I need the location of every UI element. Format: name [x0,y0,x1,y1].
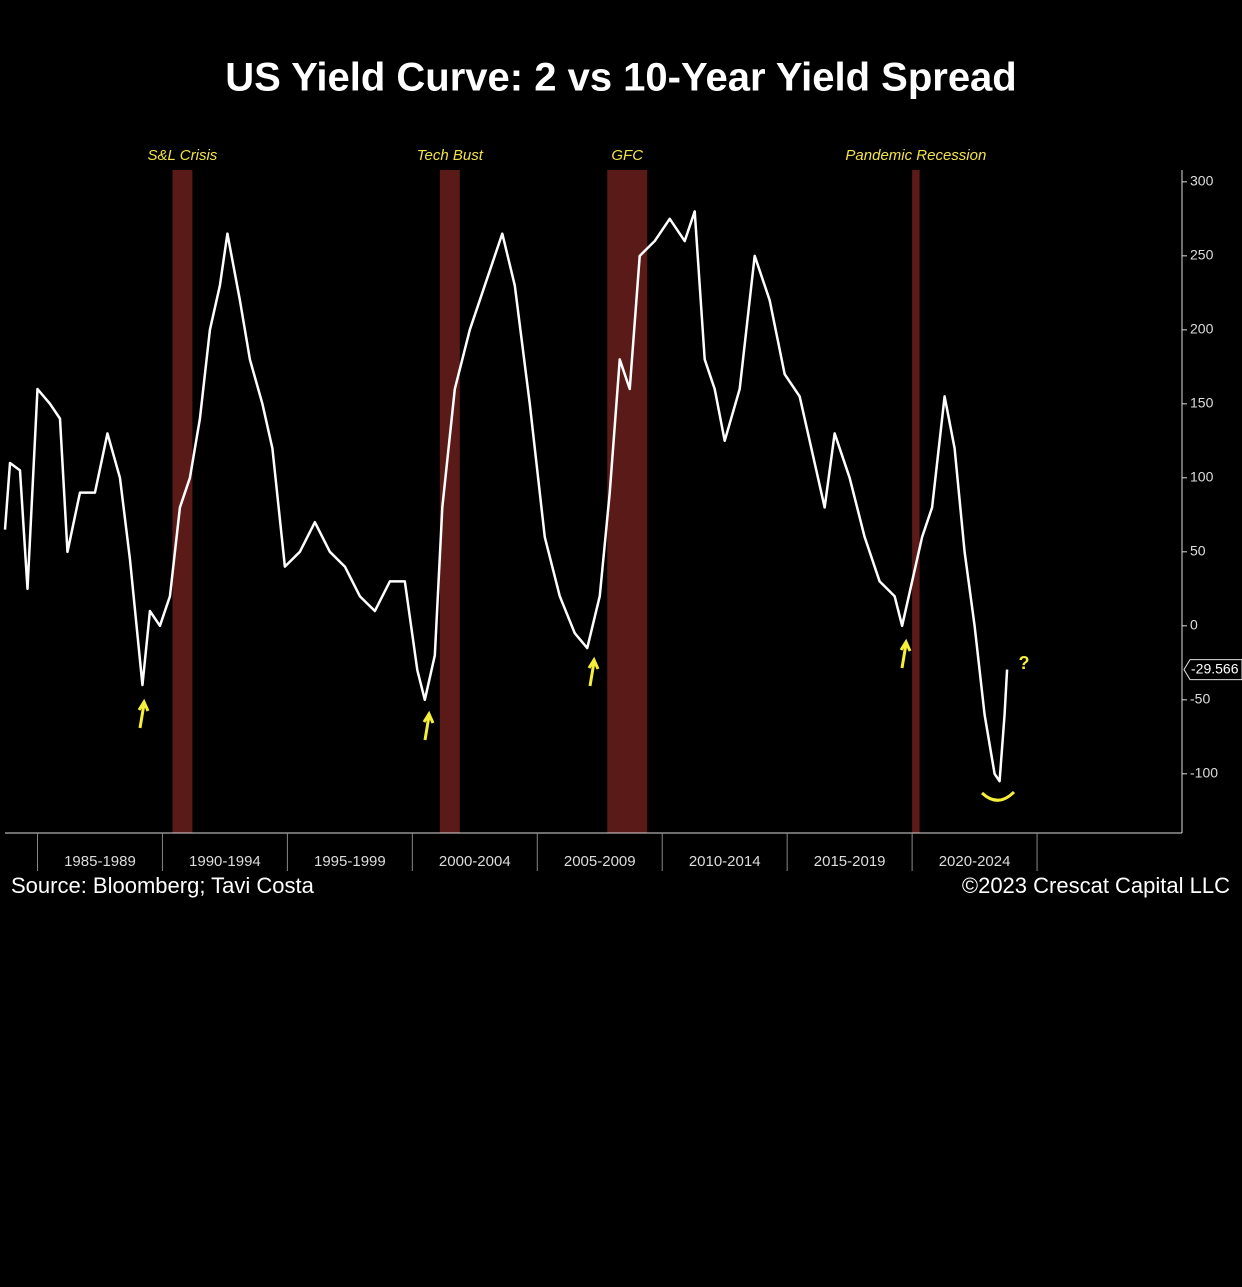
y-tick-label: 50 [1190,543,1206,559]
x-period-label: 2000-2004 [439,853,511,870]
x-period-label: 2020-2024 [939,853,1011,870]
arrow [587,656,600,687]
chart-title: US Yield Curve: 2 vs 10-Year Yield Sprea… [225,56,1017,100]
y-tick-label: -100 [1190,765,1218,781]
recession-label: GFC [611,147,643,164]
arrow [899,638,912,669]
plot: S&L Crisis Tech Bust GFC Pandemic Recession… [3,147,1242,871]
y-tick-label: 250 [1190,247,1214,263]
x-period-label: 1990-1994 [189,853,261,870]
y-tick-label: 200 [1190,321,1214,337]
arrows [137,638,1016,802]
y-tick-label: 300 [1190,173,1214,189]
recession-band [439,170,460,833]
recession-label: Tech Bust [417,147,484,164]
x-period-label: 1985-1989 [64,853,136,870]
arrow [137,698,150,729]
recession-label: Pandemic Recession [845,147,986,164]
x-period-label: 2015-2019 [814,853,886,870]
y-tick-label: 150 [1190,395,1214,411]
recession-band [912,170,920,833]
y-tick-label: 0 [1190,617,1198,633]
last-value-label: -29.566 [1191,660,1239,676]
annotation: ? [1019,653,1030,673]
source: Source: Bloomberg; Tavi Costa [11,873,315,898]
y-tick-label: -50 [1190,691,1210,707]
last-value-box [1183,659,1242,681]
recession-band [607,170,648,833]
copyright: ©2023 Crescat Capital LLC [962,873,1230,898]
arrow [422,710,435,741]
recession-label: S&L Crisis [148,147,218,164]
spread-line [3,210,1009,783]
x-period-label: 1995-1999 [314,853,386,870]
x-period-label: 2005-2009 [564,853,636,870]
x-period-label: 2010-2014 [689,853,761,870]
y-tick-label: 100 [1190,469,1214,485]
smile [980,790,1016,802]
